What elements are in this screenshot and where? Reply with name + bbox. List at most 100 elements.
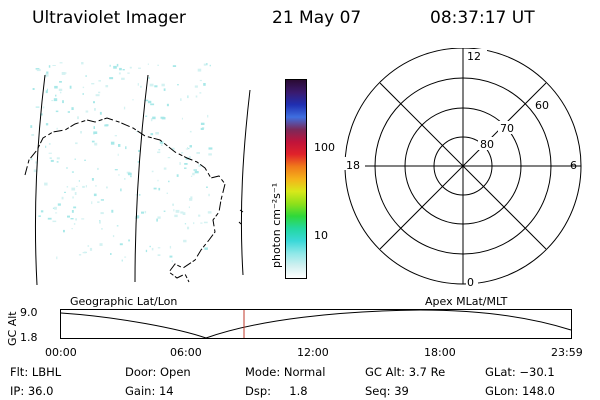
speckle [207,114,209,118]
speckle [95,185,97,187]
timeline-right-label: Apex MLat/MLT [425,295,508,308]
speckle [114,169,118,171]
speckle [171,260,173,263]
speckle [100,199,104,201]
polar-mlt-plot: 12 18 6 0 80 70 60 [343,48,582,289]
speckle [180,211,184,214]
speckle [45,73,49,77]
speckle [189,198,193,201]
speckle [82,252,86,254]
speckle [81,62,84,65]
colorbar-unit-label: photon cm⁻²s⁻¹ [270,182,283,268]
speckle [145,115,148,117]
speckle [140,85,142,88]
speckle [69,85,72,89]
speckle [45,145,47,148]
colorbar-tick-100: 100 [314,141,335,154]
speckle [189,156,191,159]
x-tick-1800: 18:00 [424,346,456,359]
speckle [101,228,103,230]
speckle [163,167,167,170]
speckle [30,157,33,161]
dsp-info: Dsp: 1.8 [245,384,308,398]
speckle [81,218,85,220]
color-bar [285,79,307,279]
speckle [85,185,87,188]
speckle [122,69,125,71]
speckle [98,80,101,82]
speckle [58,88,63,91]
speckle [177,84,179,86]
speckle [208,193,210,197]
speckle [70,218,74,220]
speckle [97,167,99,170]
speckle [147,100,152,104]
speckle [127,72,130,74]
speckle [73,223,76,225]
speckle [55,212,58,214]
speckle [74,158,76,160]
speckle [137,83,139,86]
speckle [154,85,158,88]
speckle [125,146,127,150]
speckle [99,111,102,115]
speckle [203,221,208,224]
speckle [187,226,190,230]
speckle [207,211,212,214]
speckle [124,178,126,180]
speckle [138,67,141,69]
speckle [56,127,58,130]
mlt-label-18: 18 [346,159,360,172]
speckle [175,209,180,213]
speckle [150,133,154,136]
speckle [187,95,189,99]
speckle [80,131,82,134]
speckle [56,157,60,160]
speckle [93,193,97,197]
gain-info: Gain: 14 [125,384,174,398]
speckle [72,196,74,199]
ip-info: IP: 36.0 [10,384,54,398]
x-tick-1200: 12:00 [297,346,329,359]
speckle [199,92,202,94]
speckle [110,253,112,255]
speckle [199,79,202,82]
speckle [87,245,90,247]
longitude-line-2 [134,74,149,283]
seq-info: Seq: 39 [365,384,409,398]
speckle [128,239,130,242]
speckle [121,77,125,80]
speckle [53,98,58,102]
speckle [71,171,74,173]
speckle [157,254,161,256]
altitude-timeline [60,309,572,339]
speckle [192,172,195,176]
speckle [48,152,52,154]
speckle [176,174,179,177]
y-tick-9: 9.0 [20,306,38,319]
speckle [59,81,62,83]
speckle [71,107,74,110]
geographic-image-panel [24,62,251,286]
speckle [196,152,200,154]
speckle [179,162,181,165]
speckle [158,187,161,191]
speckle [95,94,100,97]
speckle [38,215,41,217]
speckle [98,91,101,94]
speckle [85,110,89,113]
speckle [163,210,166,212]
speckle [63,229,65,233]
speckle [93,131,98,134]
speckle [54,85,58,89]
speckle [57,203,61,206]
speckle [173,209,175,212]
timeline-left-label: Geographic Lat/Lon [70,295,178,308]
speckle [182,212,186,215]
speckle [71,210,74,213]
speckle [99,243,103,246]
speckle [198,214,201,217]
speckle [184,223,187,225]
speckle [123,106,126,110]
mlt-label-0: 0 [467,276,474,289]
